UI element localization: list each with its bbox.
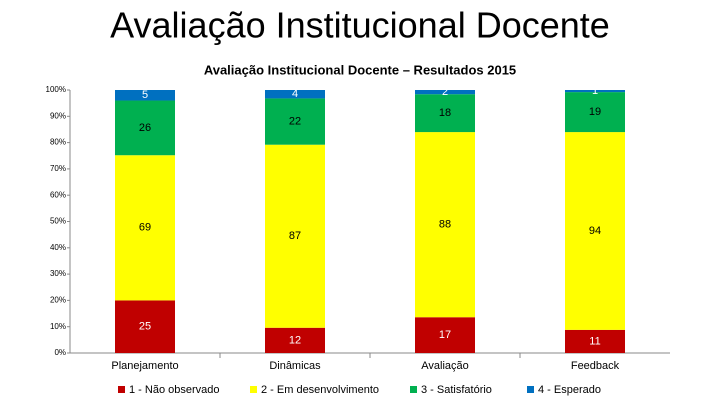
y-tick-label: 100%: [46, 85, 66, 94]
y-tick-label: 50%: [50, 217, 66, 226]
data-label: 94: [589, 225, 601, 237]
legend-label: 4 - Esperado: [538, 384, 601, 396]
bar-segment: [115, 155, 175, 301]
legend-swatch: [410, 386, 417, 393]
data-label: 1: [592, 85, 598, 97]
data-label: 88: [439, 219, 451, 231]
bar-segment: [265, 144, 325, 328]
bar-segment: [565, 329, 625, 353]
legend-swatch: [527, 386, 534, 393]
data-label: 5: [142, 89, 148, 101]
data-label: 22: [289, 115, 301, 127]
y-tick-label: 10%: [50, 322, 66, 331]
y-tick-label: 80%: [50, 138, 66, 147]
bar-segment: [115, 300, 175, 353]
y-tick-label: 20%: [50, 296, 66, 305]
bar-segment: [415, 317, 475, 353]
x-tick-label: Dinâmicas: [269, 360, 321, 372]
legend-swatch: [250, 386, 257, 393]
y-tick-label: 70%: [50, 164, 66, 173]
y-tick-label: 40%: [50, 243, 66, 252]
y-tick-label: 60%: [50, 190, 66, 199]
bar-segment: [415, 94, 475, 133]
data-label: 19: [589, 106, 601, 118]
y-tick-label: 90%: [50, 111, 66, 120]
legend-label: 3 - Satisfatório: [421, 384, 492, 396]
bar-segment: [565, 132, 625, 330]
bar-segment: [265, 90, 325, 99]
bar-segment: [565, 92, 625, 133]
data-label: 18: [439, 107, 451, 119]
legend-label: 1 - Não observado: [129, 384, 220, 396]
chart-title: Avaliação Institucional Docente – Result…: [204, 62, 516, 77]
data-label: 25: [139, 321, 151, 333]
data-label: 2: [442, 86, 448, 98]
data-label: 17: [439, 329, 451, 341]
data-label: 11: [589, 335, 600, 347]
y-tick-label: 30%: [50, 269, 66, 278]
x-tick-label: Avaliação: [421, 360, 469, 372]
bar-segment: [415, 132, 475, 318]
bar-segment: [265, 98, 325, 145]
bar-segment: [265, 327, 325, 353]
bar-segment: [565, 90, 625, 93]
data-label: 87: [289, 230, 301, 242]
data-label: 69: [139, 222, 151, 234]
x-tick-label: Feedback: [571, 360, 620, 372]
legend-label: 2 - Em desenvolvimento: [261, 384, 379, 396]
data-label: 26: [139, 122, 151, 134]
bar-segment: [415, 90, 475, 95]
bar-segment: [115, 100, 175, 156]
bar-segment: [115, 90, 175, 101]
x-tick-label: Planejamento: [111, 360, 178, 372]
slide-title: Avaliação Institucional Docente: [110, 5, 610, 46]
y-tick-label: 0%: [54, 348, 66, 357]
legend-swatch: [118, 386, 125, 393]
data-label: 4: [292, 88, 298, 100]
data-label: 12: [289, 334, 301, 346]
